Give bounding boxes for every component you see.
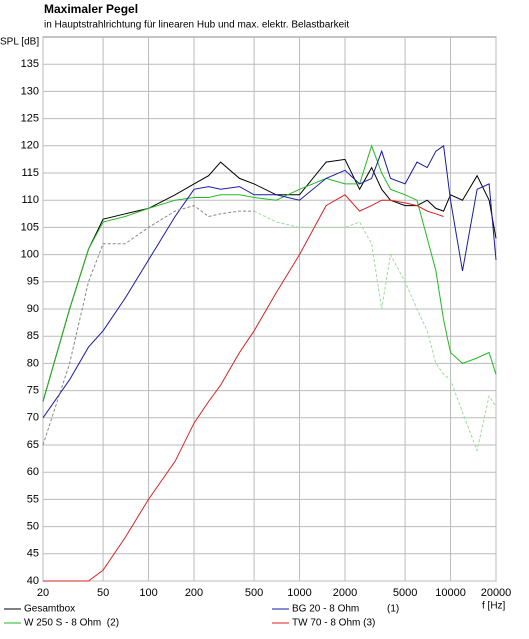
x-tick-label: 100 xyxy=(139,587,157,599)
y-tick-label: 120 xyxy=(21,140,39,152)
y-tick-label: 135 xyxy=(21,58,39,70)
y-tick-label: 50 xyxy=(27,521,39,533)
y-tick-label: 85 xyxy=(27,330,39,342)
y-tick-label: 90 xyxy=(27,303,39,315)
legend-label: Gesamtbox xyxy=(24,604,75,615)
y-tick-label: 45 xyxy=(27,548,39,560)
y-tick-label: 105 xyxy=(21,221,39,233)
x-tick-label: 2000 xyxy=(333,587,357,599)
y-tick-label: 115 xyxy=(21,167,39,179)
x-tick-label: 20000 xyxy=(481,587,512,599)
y-tick-label: 55 xyxy=(27,493,39,505)
y-tick-label: 80 xyxy=(27,357,39,369)
chart-subtitle: in Hauptstrahlrichtung für linearen Hub … xyxy=(44,20,349,31)
y-axis-label: SPL [dB] xyxy=(0,37,39,48)
legend-label: BG 20 - 8 Ohm (1) xyxy=(292,604,399,615)
y-tick-label: 75 xyxy=(27,385,39,397)
series-line xyxy=(43,194,444,582)
x-tick-label: 10000 xyxy=(435,587,466,599)
series-line xyxy=(42,144,497,402)
series-line xyxy=(42,144,497,419)
y-tick-label: 65 xyxy=(27,439,39,451)
legend-label: W 250 S - 8 Ohm (2) xyxy=(24,618,119,629)
y-tick-label: 95 xyxy=(27,276,39,288)
legend-label: TW 70 - 8 Ohm (3) xyxy=(292,618,375,629)
y-tick-label: 100 xyxy=(21,249,39,261)
x-tick-label: 1000 xyxy=(287,587,311,599)
x-tick-label: 5000 xyxy=(393,587,417,599)
y-tick-label: 40 xyxy=(27,575,39,587)
x-axis-label: f [Hz] xyxy=(482,601,506,612)
y-tick-label: 125 xyxy=(21,113,39,125)
y-tick-label: 60 xyxy=(27,466,39,478)
series-line xyxy=(253,210,497,453)
x-tick-label: 20 xyxy=(37,587,49,599)
x-tick-label: 50 xyxy=(97,587,109,599)
y-tick-label: 70 xyxy=(27,412,39,424)
chart-title: Maximaler Pegel xyxy=(44,2,138,16)
x-tick-label: 200 xyxy=(185,587,203,599)
y-tick-label: 130 xyxy=(21,85,39,97)
x-tick-label: 500 xyxy=(245,587,263,599)
y-tick-label: 110 xyxy=(21,194,39,206)
series-line xyxy=(42,205,255,446)
series-line xyxy=(42,158,497,402)
